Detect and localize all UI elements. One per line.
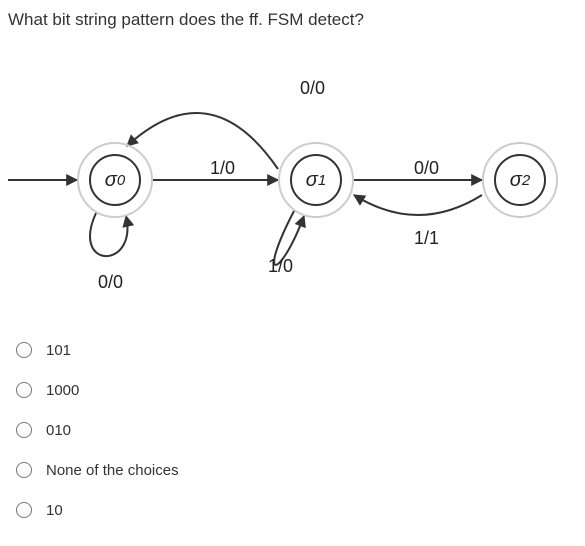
state-s1: σ1 (290, 154, 342, 206)
choice-101-radio[interactable] (16, 342, 32, 358)
choice-10-radio[interactable] (16, 502, 32, 518)
choice-1000-radio[interactable] (16, 382, 32, 398)
edge-label: 1/0 (268, 256, 293, 277)
edge-label: 0/0 (300, 78, 325, 99)
choice-10[interactable]: 10 (10, 490, 570, 530)
edge-2 (354, 195, 482, 215)
quiz-screenshot: What bit string pattern does the ff. FSM… (0, 0, 585, 546)
choice-010-radio[interactable] (16, 422, 32, 438)
state-s2: σ2 (494, 154, 546, 206)
choice-none-radio[interactable] (16, 462, 32, 478)
question-text: What bit string pattern does the ff. FSM… (8, 10, 364, 30)
edge-4 (90, 213, 127, 256)
choice-label: 10 (46, 502, 63, 519)
choice-label: 101 (46, 342, 71, 359)
edge-label: 0/0 (414, 158, 439, 179)
choice-1000[interactable]: 1000 (10, 370, 570, 410)
choice-label: 010 (46, 422, 71, 439)
fsm-diagram: σ0 σ1 σ2 1/0 0/0 1/1 0/0 0/0 1/0 (0, 60, 585, 320)
choice-none[interactable]: None of the choices (10, 450, 570, 490)
edge-3 (127, 113, 278, 169)
choice-label: 1000 (46, 382, 79, 399)
edge-label: 1/1 (414, 228, 439, 249)
choice-101[interactable]: 101 (10, 330, 570, 370)
choice-label: None of the choices (46, 462, 179, 479)
edge-label: 0/0 (98, 272, 123, 293)
answer-choices: 101 1000 010 None of the choices 10 (10, 330, 570, 530)
state-s0: σ0 (89, 154, 141, 206)
edge-label: 1/0 (210, 158, 235, 179)
choice-010[interactable]: 010 (10, 410, 570, 450)
